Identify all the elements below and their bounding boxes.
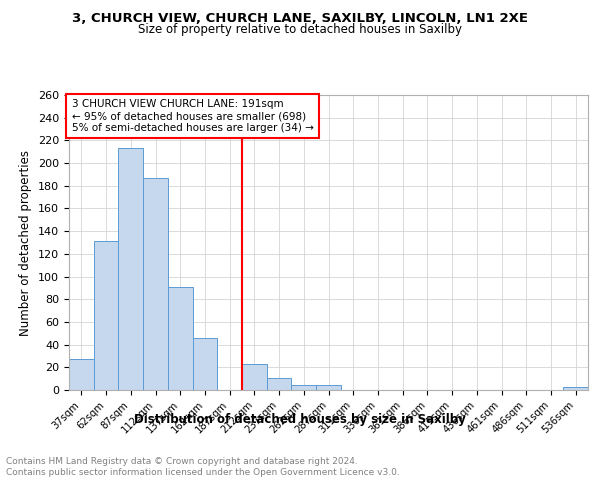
Text: Size of property relative to detached houses in Saxilby: Size of property relative to detached ho…: [138, 24, 462, 36]
Bar: [168, 287, 193, 390]
Text: 3, CHURCH VIEW, CHURCH LANE, SAXILBY, LINCOLN, LN1 2XE: 3, CHURCH VIEW, CHURCH LANE, SAXILBY, LI…: [72, 12, 528, 26]
Bar: [143, 178, 168, 390]
Bar: [69, 360, 94, 390]
Bar: [118, 148, 143, 390]
Bar: [193, 338, 217, 390]
Text: Distribution of detached houses by size in Saxilby: Distribution of detached houses by size …: [134, 412, 466, 426]
Y-axis label: Number of detached properties: Number of detached properties: [19, 150, 32, 336]
Bar: [242, 364, 267, 390]
Bar: [267, 378, 292, 390]
Text: 3 CHURCH VIEW CHURCH LANE: 191sqm
← 95% of detached houses are smaller (698)
5% : 3 CHURCH VIEW CHURCH LANE: 191sqm ← 95% …: [71, 100, 313, 132]
Bar: [94, 242, 118, 390]
Bar: [316, 386, 341, 390]
Bar: [292, 386, 316, 390]
Bar: [563, 386, 588, 390]
Text: Contains HM Land Registry data © Crown copyright and database right 2024.
Contai: Contains HM Land Registry data © Crown c…: [6, 458, 400, 477]
